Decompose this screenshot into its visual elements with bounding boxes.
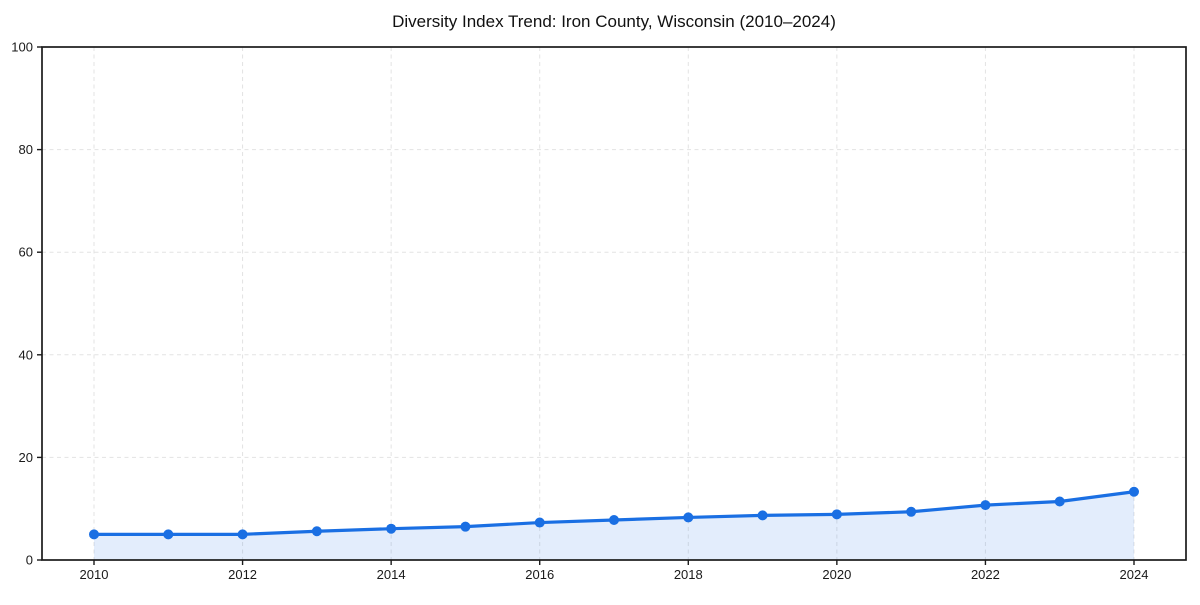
y-axis-tick-label: 60 [19,245,33,260]
y-axis-tick-label: 100 [11,40,33,55]
data-point-2020 [831,509,842,520]
data-point-2014 [386,523,397,534]
x-axis-tick-label: 2018 [674,567,703,582]
data-point-2017 [609,514,619,525]
y-axis-tick-label: 80 [19,142,33,157]
data-point-2015 [460,521,471,532]
data-point-2024 [1129,486,1139,497]
area-fill [94,491,1134,560]
x-axis-tick-label: 2024 [1120,567,1149,582]
data-point-2013 [311,526,322,537]
data-point-2016 [534,517,545,528]
y-axis-tick-label: 40 [19,347,33,362]
data-point-2019 [757,510,768,521]
data-point-2018 [683,512,694,523]
data-point-2022 [980,500,991,511]
x-axis-tick-label: 2022 [971,567,1000,582]
x-axis-tick-label: 2016 [525,567,554,582]
chart-title: Diversity Index Trend: Iron County, Wisc… [392,12,836,31]
data-point-2021 [906,506,917,517]
x-axis-tick-label: 2014 [377,567,406,582]
x-axis-tick-label: 2010 [80,567,109,582]
plot-area: 2010 2012 2014 2016 2018 2020 2022 2024 0 20 40 60 8… [11,40,1187,582]
y-axis-tick-label: 20 [19,450,33,465]
y-axis-tick-label: 0 [26,553,33,568]
x-axis-tick-label: 2020 [822,567,851,582]
plot-border [41,46,1187,561]
x-axis-tick-label: 2012 [228,567,257,582]
data-point-2012 [237,529,248,540]
data-point-2010 [89,529,99,540]
data-point-2011 [163,529,174,540]
data-point-2023 [1054,496,1065,507]
